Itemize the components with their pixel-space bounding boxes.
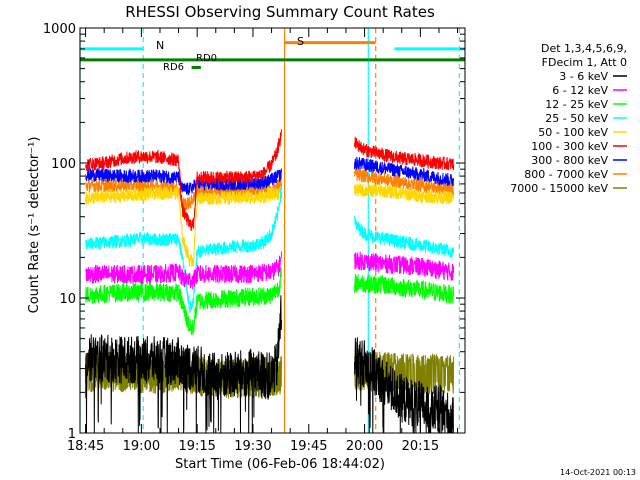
x-tick-label-2015: 20:15 — [402, 439, 439, 454]
plot-frame — [79, 27, 466, 434]
render-timestamp: 14-Oct-2021 00:13 — [560, 468, 636, 477]
x-tick-label-2000: 20:00 — [346, 439, 383, 454]
series-line-2 — [85, 267, 455, 336]
night-marker-label: N — [156, 39, 164, 52]
y-tick-label-1: 1 — [68, 427, 76, 442]
y-tick-label-1000: 1000 — [43, 22, 76, 37]
legend-label-2: 12 - 25 keV — [545, 98, 608, 111]
series-line-4 — [85, 183, 455, 267]
x-tick-label-1930: 19:30 — [234, 439, 271, 454]
legend-label-3: 25 - 50 keV — [545, 112, 608, 125]
legend-label-1: 6 - 12 keV — [552, 84, 608, 97]
series-line-5 — [85, 129, 455, 232]
legend-label-5: 100 - 300 keV — [531, 140, 608, 153]
rd6-marker-label: RD6 — [163, 62, 184, 73]
x-tick-label-1845: 18:45 — [67, 439, 104, 454]
x-axis-label: Start Time (06-Feb-06 18:44:02) — [175, 457, 385, 472]
series-line-3 — [85, 187, 455, 314]
chart-title: RHESSI Observing Summary Count Rates — [125, 3, 435, 21]
y-tick-label-10: 10 — [59, 292, 76, 307]
x-tick-label-1945: 19:45 — [290, 439, 327, 454]
legend-label-8: 7000 - 15000 keV — [510, 182, 608, 195]
x-tick-label-1915: 19:15 — [178, 439, 215, 454]
rd0-marker-label: RD0 — [196, 53, 217, 64]
y-axis-label: Count Rate (s⁻¹ detector⁻¹) — [27, 137, 42, 314]
legend-label-7: 800 - 7000 keV — [524, 168, 608, 181]
series-line-1 — [85, 251, 455, 290]
legend-header-line-2: FDecim 1, Att 0 — [542, 56, 627, 69]
x-tick-label-1900: 19:00 — [123, 439, 160, 454]
legend-label-6: 300 - 800 keV — [531, 154, 608, 167]
legend-label-4: 50 - 100 keV — [538, 126, 608, 139]
legend-label-0: 3 - 6 keV — [559, 70, 608, 83]
legend-header-line-1: Det 1,3,4,5,6,9, — [541, 42, 627, 55]
y-tick-label-100: 100 — [51, 157, 76, 172]
saa-marker-label: S — [297, 35, 304, 48]
